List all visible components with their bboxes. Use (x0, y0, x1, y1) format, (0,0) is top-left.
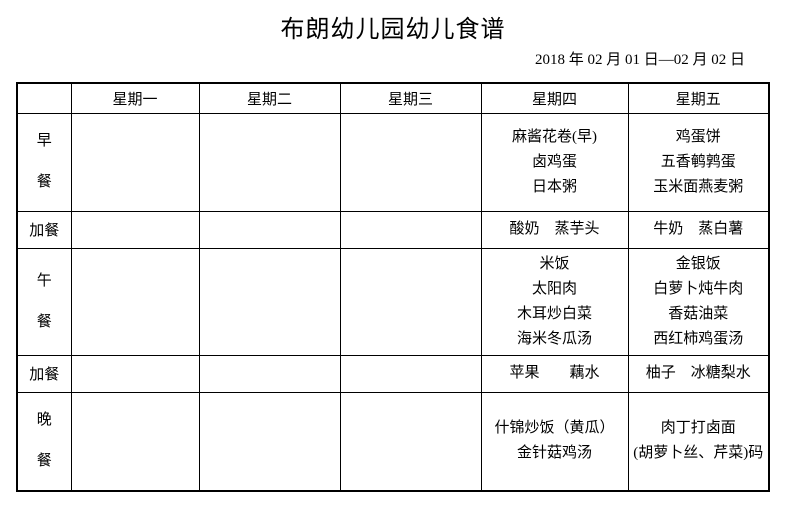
meal-cell-asnack-wednesday (339, 354, 482, 393)
meal-cell-msnack-monday (70, 210, 200, 249)
meal-cell-breakfast-thursday: 麻酱花卷(早) 卤鸡蛋 日本粥 (480, 112, 629, 212)
meal-cell-asnack-tuesday (198, 354, 341, 393)
meal-label-lunch: 午 餐 (16, 247, 72, 356)
day-header-wednesday: 星期三 (339, 82, 482, 114)
meal-cell-breakfast-friday: 鸡蛋饼 五香鹌鹑蛋 玉米面燕麦粥 (627, 112, 770, 212)
meal-cell-breakfast-monday (70, 112, 200, 212)
meal-label-afternoon-snack: 加餐 (16, 354, 72, 393)
day-header-monday: 星期一 (70, 82, 200, 114)
meal-cell-msnack-thursday: 酸奶 蒸芋头 (480, 210, 629, 249)
meal-cell-asnack-friday: 柚子 冰糖梨水 (627, 354, 770, 393)
meal-cell-msnack-tuesday (198, 210, 341, 249)
meal-cell-dinner-thursday: 什锦炒饭（黄瓜） 金针菇鸡汤 (480, 391, 629, 492)
page-title: 布朗幼儿园幼儿食谱 (280, 17, 506, 43)
meal-cell-dinner-monday (70, 391, 200, 492)
table-row-morning-snack: 加餐 酸奶 蒸芋头 牛奶 蒸白薯 (16, 210, 770, 249)
meal-label-morning-snack: 加餐 (16, 210, 72, 249)
table-row-afternoon-snack: 加餐 苹果 藕水 柚子 冰糖梨水 (16, 354, 770, 393)
meal-cell-dinner-wednesday (339, 391, 482, 492)
meal-label-dinner: 晚 餐 (16, 391, 72, 492)
date-range: 2018 年 02 月 01 日—02 月 02 日 (534, 52, 745, 68)
day-header-tuesday: 星期二 (198, 82, 341, 114)
meal-cell-asnack-monday (70, 354, 200, 393)
table-row-lunch: 午 餐 米饭 太阳肉 木耳炒白菜 海米冬瓜汤 金银饭 白萝卜炖牛肉 香菇油菜 西… (16, 247, 770, 356)
table-row-breakfast: 早 餐 麻酱花卷(早) 卤鸡蛋 日本粥 鸡蛋饼 五香鹌鹑蛋 玉米面燕麦粥 (16, 112, 770, 212)
meal-cell-breakfast-wednesday (339, 112, 482, 212)
meal-cell-dinner-tuesday (198, 391, 341, 492)
meal-cell-msnack-wednesday (339, 210, 482, 249)
meal-cell-lunch-tuesday (198, 247, 341, 356)
corner-cell (16, 82, 72, 114)
meal-cell-breakfast-tuesday (198, 112, 341, 212)
meal-cell-lunch-wednesday (339, 247, 482, 356)
meal-cell-lunch-friday: 金银饭 白萝卜炖牛肉 香菇油菜 西红柿鸡蛋汤 (627, 247, 770, 356)
meal-cell-lunch-monday (70, 247, 200, 356)
day-header-friday: 星期五 (627, 82, 770, 114)
day-header-thursday: 星期四 (480, 82, 629, 114)
meal-label-breakfast: 早 餐 (16, 112, 72, 212)
meal-cell-msnack-friday: 牛奶 蒸白薯 (627, 210, 770, 249)
meal-cell-dinner-friday: 肉丁打卤面 (胡萝卜丝、芹菜)码 (627, 391, 770, 492)
meal-cell-asnack-thursday: 苹果 藕水 (480, 354, 629, 393)
meal-cell-lunch-thursday: 米饭 太阳肉 木耳炒白菜 海米冬瓜汤 (480, 247, 629, 356)
table-row-dinner: 晚 餐 什锦炒饭（黄瓜） 金针菇鸡汤 肉丁打卤面 (胡萝卜丝、芹菜)码 (16, 391, 770, 492)
meal-schedule-table: 星期一 星期二 星期三 星期四 星期五 早 餐 麻酱花卷(早) 卤鸡蛋 日本粥 … (16, 82, 770, 492)
table-header-row: 星期一 星期二 星期三 星期四 星期五 (16, 82, 770, 114)
